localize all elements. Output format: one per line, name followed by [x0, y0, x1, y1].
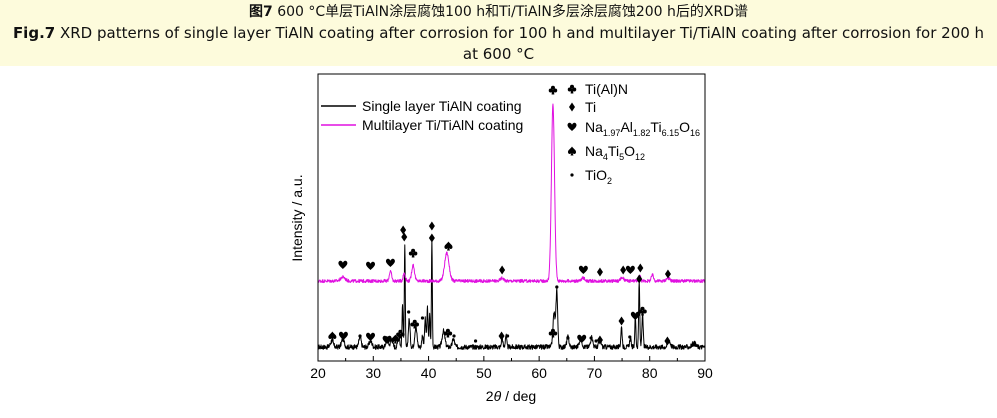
x-axis-label-suffix: / deg: [501, 388, 536, 404]
formula-part: Ti: [608, 143, 619, 159]
peak-marker-dot-icon: [566, 336, 570, 340]
formula-part: Al: [620, 119, 632, 135]
caption-en-label: Fig.7: [12, 24, 56, 42]
peak-marker-heart-icon: [366, 261, 376, 270]
x-tick-label: 20: [310, 365, 326, 381]
series-line-single-layer: [317, 238, 706, 350]
caption-english-line2: at 600 °C: [462, 45, 535, 63]
peak-marker-diamond-icon: [664, 269, 671, 279]
peak-marker-spade-icon: [444, 241, 453, 251]
formula-part: Ti: [650, 119, 661, 135]
peak-marker-dot-icon: [628, 335, 632, 339]
peak-marker-heart-icon: [366, 332, 376, 341]
peak-marker-club-icon: [548, 328, 558, 338]
caption-english-line1: Fig.7 XRD patterns of single layer TiAlN…: [0, 24, 997, 43]
x-tick-label: 70: [587, 365, 603, 381]
x-tick-label: 40: [421, 365, 437, 381]
peak-marker-dot-icon: [420, 316, 425, 320]
peak-marker-diamond-icon: [618, 316, 625, 326]
formula-subscript: 1.97: [603, 128, 621, 138]
peak-marker-heart-icon: [625, 265, 635, 274]
phase-legend-club-icon: [567, 84, 577, 94]
peak-marker-dot-icon: [358, 334, 362, 338]
phase-legend-spade-icon: [567, 146, 577, 156]
peak-marker-dot-icon: [473, 339, 478, 343]
peak-marker-diamond-icon: [428, 221, 435, 231]
peak-marker-diamond-icon: [428, 233, 435, 243]
peak-marker-diamond-icon: [400, 225, 407, 235]
formula-subscript: 16: [690, 128, 700, 138]
formula-part: Na: [585, 119, 603, 135]
peak-marker-diamond-icon: [498, 331, 505, 341]
phase-legend-label-na-al-ti-o: Na1.97Al1.82Ti6.15O16: [585, 119, 700, 138]
peak-marker-club-icon: [548, 85, 558, 95]
peak-marker-club-icon: [408, 248, 418, 258]
caption-zh-label: 图7: [249, 4, 273, 20]
formula-subscript: 2: [607, 176, 612, 186]
formula-part: O: [624, 143, 635, 159]
peak-marker-diamond-icon: [664, 336, 671, 346]
peak-marker-diamond-icon: [637, 263, 644, 273]
series-line-multilayer: [317, 103, 706, 284]
phase-legend-label-na-ti-o: Na4Ti5O12: [585, 143, 645, 162]
xrd-figure: 20 30 40 50 60 70 80 90 Intensity / a.u. 2θ / d…: [276, 68, 722, 408]
phase-legend-diamond-icon: [569, 102, 575, 112]
x-tick-label: 60: [531, 365, 547, 381]
x-tick-label: 80: [642, 365, 658, 381]
peak-marker-dot-icon: [407, 310, 411, 314]
xrd-chart: 20 30 40 50 60 70 80 90 Intensity / a.u. 2θ / d…: [289, 73, 713, 404]
peak-marker-diamond-icon: [596, 267, 603, 277]
peak-marker-dot-icon: [555, 285, 559, 289]
series-layer: [317, 103, 706, 350]
peak-marker-heart-icon: [338, 331, 348, 340]
x-tick-label: 90: [697, 365, 713, 381]
legend-label-multilayer: Multilayer Ti/TiAlN coating: [362, 117, 523, 133]
phase-legend-label-tialn: Ti(Al)N: [585, 81, 628, 97]
peak-marker-diamond-icon: [401, 232, 408, 242]
x-axis-label-theta: θ: [494, 388, 502, 404]
peak-marker-dot-icon: [692, 343, 696, 347]
peak-marker-diamond-icon: [620, 265, 627, 275]
peak-marker-heart-icon: [338, 260, 348, 269]
caption-en-text-line1: XRD patterns of single layer TiAlN coati…: [55, 24, 985, 42]
figure-caption: 图7 600 °C单层TiAlN涂层腐蚀100 h和Ti/TiAlN多层涂层腐蚀…: [0, 0, 997, 66]
formula-part: Na: [585, 143, 603, 159]
y-axis-label: Intensity / a.u.: [289, 174, 305, 261]
peak-marker-dot-icon: [506, 334, 510, 338]
x-axis-label-prefix: 2: [486, 388, 494, 404]
formula-subscript: 4: [603, 152, 608, 162]
phase-legend-dot-icon: [570, 173, 574, 177]
peak-marker-heart-icon: [385, 258, 395, 267]
phase-legend-heart-icon: [567, 122, 577, 131]
x-tick-label: 50: [476, 365, 492, 381]
peak-marker-heart-icon: [577, 334, 587, 343]
peak-marker-diamond-icon: [499, 265, 506, 275]
peak-marker-heart-icon: [578, 265, 588, 274]
formula-part: O: [679, 119, 690, 135]
peak-marker-dot-icon: [452, 334, 456, 338]
formula-part: TiO: [585, 167, 607, 183]
phase-legend: Ti(Al)N Ti Na1.97Al1.82Ti6.15O16 Na4Ti5O…: [567, 81, 700, 186]
caption-zh-text: 600 °C单层TiAlN涂层腐蚀100 h和Ti/TiAlN多层涂层腐蚀200…: [272, 4, 748, 20]
series-legend: Single layer TiAlN coating Multilayer Ti…: [321, 98, 523, 133]
legend-label-single-layer: Single layer TiAlN coating: [362, 98, 522, 114]
formula-subscript: 1.82: [633, 128, 651, 138]
phase-legend-label-ti: Ti: [585, 99, 596, 115]
x-axis: 20 30 40 50 60 70 80 90: [310, 356, 713, 381]
phase-legend-label-tio2: TiO2: [585, 167, 612, 186]
formula-subscript: 6.15: [662, 128, 680, 138]
formula-subscript: 5: [619, 152, 624, 162]
caption-chinese: 图7 600 °C单层TiAlN涂层腐蚀100 h和Ti/TiAlN多层涂层腐蚀…: [0, 3, 997, 21]
formula-subscript: 12: [635, 152, 645, 162]
peak-marker-dot-icon: [589, 336, 593, 340]
x-tick-label: 30: [365, 365, 381, 381]
x-axis-label: 2θ / deg: [486, 388, 536, 404]
peak-marker-spade-icon: [328, 331, 337, 341]
peak-marker-club-icon: [410, 319, 419, 329]
